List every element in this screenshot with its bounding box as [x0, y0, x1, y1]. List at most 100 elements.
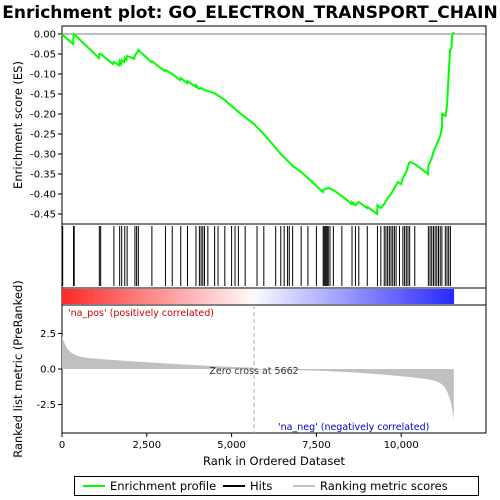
band-segment [401, 289, 407, 304]
band-segment [288, 289, 294, 304]
legend-metric-swatch [293, 485, 315, 487]
band-segment [375, 289, 381, 304]
band-segment [440, 289, 446, 304]
band-segment [162, 289, 167, 304]
band-segment [384, 289, 389, 304]
band-segment [236, 289, 241, 304]
band-segment [270, 289, 276, 304]
legend-enrichment-swatch [83, 485, 105, 487]
legend-hits-swatch [223, 485, 245, 487]
band-segment [192, 289, 198, 304]
band-segment [253, 289, 259, 304]
band-segment [210, 289, 215, 304]
band-segment [418, 289, 424, 304]
band-segment [170, 289, 176, 304]
x-tick-label: 0 [59, 440, 65, 451]
es-panel: 0.00 -0.05 -0.10 -0.15 -0.20 -0.25 -0.30 -0.35 -… [30, 25, 487, 225]
band-segment [92, 289, 98, 304]
band-segment [310, 289, 315, 304]
band-segment [227, 289, 233, 304]
band-segment [127, 289, 132, 304]
legend-enrichment-profile: Enrichment profile [83, 479, 216, 493]
band-segment [292, 289, 298, 304]
band-segment [183, 289, 189, 304]
band-segment [105, 289, 111, 304]
band-segment [445, 289, 450, 304]
band-segment [144, 289, 150, 304]
band-segment [179, 289, 185, 304]
x-axis-ticks: 0 2,500 5,000 7,500 10,000 [59, 433, 419, 451]
band-segment [279, 289, 285, 304]
band-segment [136, 289, 141, 304]
metric-y-tick-label: 2.5 [40, 329, 56, 340]
es-y-tick-label: -0.35 [30, 170, 56, 181]
metric-y-axis-label: Ranked list metric (PreRanked) [11, 280, 25, 458]
es-panel-frame [61, 25, 487, 225]
x-tick-label: 10,000 [384, 440, 419, 451]
band-segment [218, 289, 224, 304]
zero-cross-label: Zero cross at 5662 [209, 366, 298, 377]
band-segment [314, 289, 320, 304]
band-segment [284, 289, 289, 304]
band-segment [66, 289, 72, 304]
band-segment [353, 289, 359, 304]
band-segment [301, 289, 307, 304]
es-y-tick-label: -0.05 [30, 50, 56, 61]
rank-color-band [61, 287, 487, 306]
band-segment [414, 289, 420, 304]
band-segment [205, 289, 211, 304]
band-segment [423, 289, 428, 304]
band-segment [62, 289, 67, 304]
band-segment [257, 289, 263, 304]
band-segment [366, 289, 372, 304]
band-segment [358, 289, 363, 304]
es-y-tick-label: -0.10 [30, 70, 56, 81]
band-segment [410, 289, 415, 304]
es-y-tick-label: -0.25 [30, 130, 56, 141]
hit-marks [62, 226, 451, 286]
es-y-tick-label: -0.40 [30, 190, 56, 201]
chart-title: Enrichment plot: GO_ELECTRON_TRANSPORT_C… [2, 3, 497, 23]
band-segment [427, 289, 433, 304]
band-segment [149, 289, 154, 304]
band-segment [140, 289, 146, 304]
band-segment [340, 289, 346, 304]
band-segment [118, 289, 124, 304]
es-y-axis-label: Enrichment score (ES) [11, 61, 25, 189]
metric-panel: 2.5 0.0 -2.5 Zero cross at 5662 'na_pos' (… [36, 304, 487, 434]
band-segment [96, 289, 102, 304]
band-segment [101, 289, 106, 304]
band-segment [122, 289, 128, 304]
band-segment [318, 289, 324, 304]
negative-correlation-label: 'na_neg' (negatively correlated) [278, 422, 429, 433]
band-segment [114, 289, 119, 304]
es-y-ticks: 0.00 -0.05 -0.10 -0.15 -0.20 -0.25 -0.30 -0.35 -… [30, 30, 62, 221]
legend-hits-label: Hits [250, 479, 273, 493]
band-segment [305, 289, 311, 304]
x-tick-label: 7,500 [302, 440, 331, 451]
band-segment [449, 289, 455, 304]
band-segment [249, 289, 254, 304]
metric-y-ticks: 2.5 0.0 -2.5 [36, 329, 62, 411]
band-segment [371, 289, 376, 304]
band-segment [83, 289, 89, 304]
band-segment [405, 289, 411, 304]
band-segment [262, 289, 267, 304]
band-segment [349, 289, 354, 304]
x-tick-label: 2,500 [132, 440, 161, 451]
es-y-tick-label: -0.15 [30, 90, 56, 101]
es-y-tick-label: -0.20 [30, 110, 56, 121]
band-segment [336, 289, 341, 304]
legend-ranking-metric: Ranking metric scores [293, 479, 448, 493]
es-y-tick-label: -0.45 [30, 210, 56, 221]
band-segment [362, 289, 368, 304]
positive-correlation-label: 'na_pos' (positively correlated) [68, 308, 214, 319]
metric-y-tick-label: -2.5 [36, 400, 56, 411]
band-segment [392, 289, 398, 304]
band-segment [131, 289, 137, 304]
band-segment [327, 289, 333, 304]
x-tick-label: 5,000 [217, 440, 246, 451]
band-segment [432, 289, 437, 304]
band-segment [153, 289, 159, 304]
